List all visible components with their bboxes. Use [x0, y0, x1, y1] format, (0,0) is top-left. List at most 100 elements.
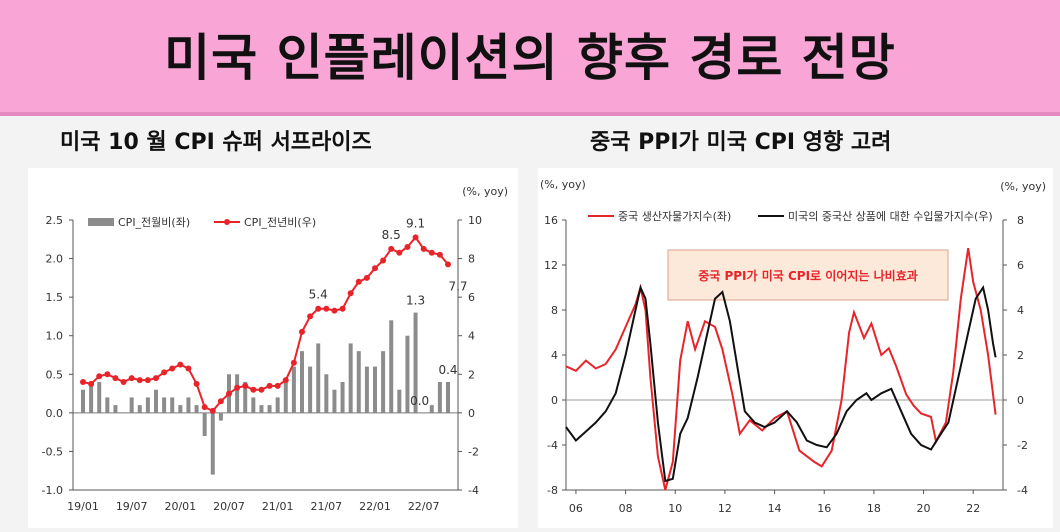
- left-tick-label: -4: [547, 439, 558, 452]
- cpi-yoy-point: [307, 313, 314, 320]
- data-label: 8.5: [382, 228, 401, 242]
- cpi-mom-bar: [356, 351, 361, 413]
- us-import-price-line: [565, 284, 997, 483]
- right-tick-label: 8: [468, 253, 475, 266]
- cpi-yoy-point: [88, 380, 95, 387]
- cpi-yoy-point: [209, 407, 216, 414]
- right-tick-label: 2: [1017, 349, 1024, 362]
- cpi-yoy-point: [420, 245, 427, 252]
- cpi-yoy-point: [161, 369, 168, 376]
- x-tick-label: 06: [569, 502, 583, 515]
- cpi-yoy-point: [339, 305, 346, 312]
- cpi-mom-bar: [381, 351, 386, 413]
- right-tick-label: 6: [468, 291, 475, 304]
- cpi-yoy-point: [347, 290, 354, 297]
- cpi-mom-bar: [405, 335, 410, 413]
- cpi-yoy-point: [266, 382, 273, 389]
- cpi-yoy-point: [185, 365, 192, 372]
- cpi-mom-bar: [81, 389, 85, 413]
- legend-bar-swatch: [88, 218, 114, 226]
- x-tick-label: 22/01: [359, 500, 391, 513]
- cpi-mom-bar: [243, 382, 248, 413]
- cpi-mom-bar: [170, 397, 175, 413]
- cpi-mom-bar: [145, 397, 150, 413]
- x-tick-label: 12: [718, 502, 732, 515]
- data-label: 5.4: [309, 288, 328, 302]
- cpi-yoy-point: [242, 382, 249, 389]
- cpi-mom-bar: [194, 405, 199, 413]
- cpi-mom-bar: [121, 412, 126, 414]
- cpi-mom-bar: [235, 374, 240, 413]
- cpi-mom-bar: [251, 397, 256, 413]
- left-tick-label: -0.5: [42, 445, 63, 458]
- cpi-mom-bar: [113, 405, 118, 413]
- page-title: 미국 인플레이션의 향후 경로 전망: [164, 29, 896, 87]
- cpi-yoy-point: [153, 375, 159, 382]
- cpi-mom-bar: [275, 397, 280, 413]
- right-tick-label: 8: [1017, 214, 1024, 227]
- china-ppi-chart: 16 12 8 4 0 -4 -8 8 6 4 2 0 -2 -4 (%, yoy) (%, yoy) 06 08…: [538, 168, 1053, 528]
- cpi-mom-bar: [421, 412, 426, 414]
- right-tick-label: 4: [468, 330, 475, 343]
- right-tick-label: 0: [1017, 394, 1024, 407]
- cpi-yoy-point: [331, 307, 338, 314]
- cpi-yoy-point: [396, 249, 403, 256]
- data-label: 0.0: [410, 394, 429, 408]
- right-tick-label: -2: [1017, 439, 1028, 452]
- cpi-yoy-point: [436, 251, 443, 258]
- cpi-mom-bar: [202, 412, 207, 436]
- callout-text: 중국 PPI가 미국 CPI로 이어지는 나비효과: [698, 268, 918, 283]
- cpi-chart: 2.5 2.0 1.5 1.0 0.5 0.0 -0.5 -1.0 10 8 6 4 2 0 -2 -4 (%,…: [28, 168, 518, 528]
- left-tick-label: 2.5: [46, 214, 64, 227]
- cpi-yoy-point: [120, 379, 127, 385]
- right-tick-label: 6: [1017, 259, 1024, 272]
- left-panel-title: 미국 10 월 CPI 슈퍼 서프라이즈: [60, 130, 372, 155]
- x-tick-label: 10: [668, 502, 682, 515]
- left-tick-label: 8: [551, 304, 558, 317]
- cpi-yoy-point: [323, 305, 330, 312]
- cpi-yoy-point: [299, 328, 305, 335]
- left-tick-label: 4: [551, 349, 558, 362]
- left-tick-label: -8: [547, 484, 558, 497]
- cpi-mom-bar: [89, 382, 94, 413]
- cpi-mom-bar: [348, 343, 353, 413]
- left-tick-label: -1.0: [42, 484, 63, 497]
- x-tick-label: 22/07: [408, 500, 440, 513]
- legend-line-label: CPI_전년비(우): [244, 216, 316, 229]
- cpi-mom-bar: [300, 351, 304, 413]
- cpi-mom-bar: [97, 382, 102, 413]
- right-tick-label: 0: [468, 407, 475, 420]
- cpi-mom-bar: [389, 320, 394, 413]
- cpi-yoy-point: [234, 384, 241, 391]
- cpi-mom-bar: [267, 405, 272, 413]
- left-tick-label: 0.0: [46, 407, 64, 420]
- x-tick-label: 20: [917, 502, 931, 515]
- cpi-yoy-point: [169, 365, 176, 372]
- cpi-mom-bar: [332, 389, 337, 413]
- right-tick-label: 2: [468, 368, 475, 381]
- x-tick-label: 08: [619, 502, 633, 515]
- x-tick-label: 21/01: [262, 500, 294, 513]
- cpi-yoy-point: [112, 375, 119, 382]
- x-tick-label: 16: [817, 502, 831, 515]
- cpi-mom-bar: [105, 397, 110, 413]
- cpi-mom-bar: [316, 343, 321, 413]
- cpi-mom-bar: [437, 382, 442, 413]
- x-tick-label: 19/01: [67, 500, 99, 513]
- cpi-mom-bar: [218, 412, 223, 421]
- data-label: 1.3: [406, 294, 425, 308]
- right-unit-label: (%, yoy): [1000, 180, 1046, 193]
- x-tick-label: 19/07: [116, 500, 148, 513]
- right-tick-label: 4: [1017, 304, 1024, 317]
- cpi-mom-bar: [154, 389, 158, 413]
- cpi-mom-bar: [429, 405, 434, 413]
- left-tick-label: 1.0: [46, 330, 64, 343]
- cpi-yoy-point: [128, 375, 135, 382]
- right-tick-label: -4: [1017, 484, 1028, 497]
- cpi-mom-bar: [397, 389, 402, 413]
- cpi-mom-bar: [162, 397, 167, 413]
- cpi-yoy-point: [355, 278, 362, 285]
- cpi-yoy-point: [226, 390, 232, 397]
- cpi-yoy-point: [404, 244, 411, 250]
